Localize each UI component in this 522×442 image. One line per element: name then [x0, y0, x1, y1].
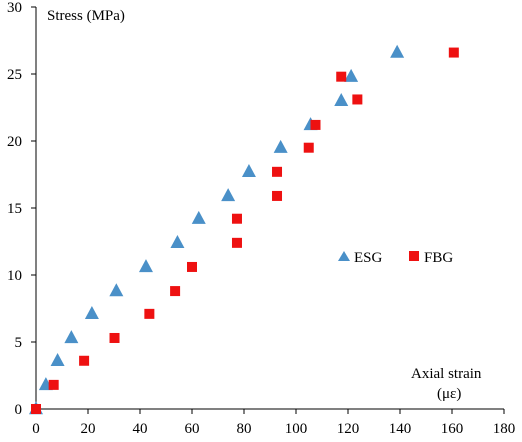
legend-fbg-label: FBG: [424, 250, 453, 266]
esg-point: [109, 283, 124, 297]
esg-point: [221, 188, 236, 202]
x-tick-label: 100: [285, 421, 308, 437]
fbg-point: [170, 286, 181, 297]
fbg-point: [310, 119, 321, 130]
legend-esg-marker: [338, 251, 350, 261]
fbg-point: [352, 94, 363, 105]
y-tick-label: 10: [7, 268, 22, 284]
x-tick-label: 40: [133, 421, 148, 437]
x-tick-label: 140: [389, 421, 412, 437]
legend: ESG FBG: [338, 250, 453, 266]
fbg-point: [272, 166, 283, 177]
tick-labels: 0 20 40 60 80 100 120 140 160 180 0 5 10 15 20 25 30: [7, 0, 515, 437]
series-fbg: [31, 47, 459, 414]
fbg-point: [187, 261, 197, 272]
esg-point: [273, 139, 288, 153]
y-tick-label: 5: [15, 335, 23, 351]
x-tick-label: 120: [337, 421, 360, 437]
x-tick-label: 20: [81, 421, 96, 437]
esg-point: [170, 235, 185, 249]
x-tick-label: 0: [32, 421, 40, 437]
esg-point: [84, 306, 99, 320]
data-points: [29, 44, 459, 415]
fbg-point: [31, 404, 41, 414]
axes: [31, 6, 505, 414]
y-tick-label: 0: [15, 402, 23, 418]
esg-point: [64, 330, 79, 344]
legend-fbg-marker: [409, 251, 419, 261]
y-axis-label: Stress (MPa): [47, 8, 125, 24]
x-axis-label-line1: Axial strain: [411, 366, 482, 382]
esg-point: [138, 259, 153, 273]
esg-point: [390, 44, 405, 58]
y-tick-label: 25: [7, 67, 22, 83]
fbg-point: [336, 71, 347, 82]
x-tick-label: 180: [493, 421, 516, 437]
fbg-point: [231, 237, 242, 248]
fbg-point: [231, 213, 242, 224]
fbg-point: [272, 190, 283, 201]
y-tick-label: 30: [7, 0, 22, 16]
legend-esg-label: ESG: [354, 250, 383, 266]
esg-point: [241, 164, 256, 178]
y-tick-label: 20: [7, 134, 22, 150]
y-tick-label: 15: [7, 201, 22, 217]
esg-point: [191, 210, 206, 224]
esg-point: [334, 93, 349, 106]
x-tick-label: 80: [237, 421, 252, 437]
fbg-point: [303, 142, 314, 153]
x-tick-label: 160: [441, 421, 464, 437]
x-axis-label-line2: (με): [437, 386, 461, 402]
x-tick-label: 60: [185, 421, 200, 437]
fbg-point: [448, 47, 459, 58]
fbg-point: [144, 308, 155, 319]
fbg-point: [48, 379, 59, 390]
esg-point: [344, 68, 359, 82]
esg-point: [50, 352, 65, 366]
fbg-point: [79, 355, 90, 366]
fbg-point: [109, 332, 120, 343]
